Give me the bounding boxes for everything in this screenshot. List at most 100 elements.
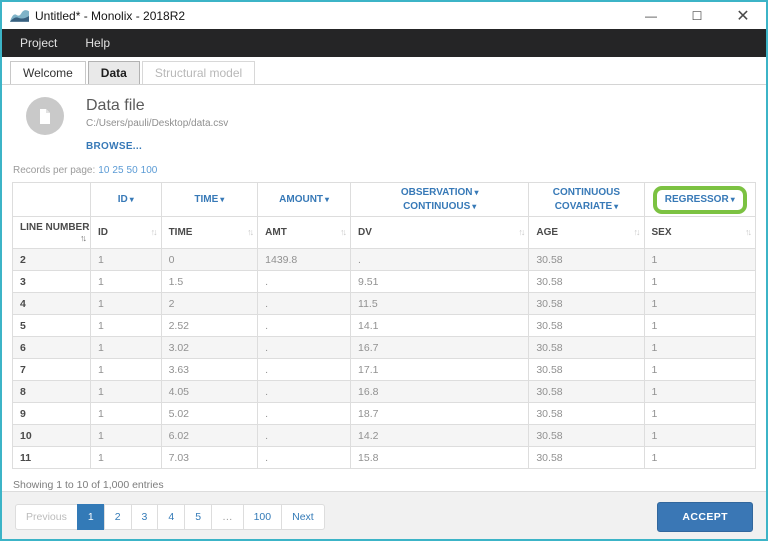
line-number-cell: 9 <box>12 402 91 425</box>
sort-icon[interactable]: ↑↓ <box>518 227 525 237</box>
page-button-100[interactable]: 100 <box>242 504 283 530</box>
page-button-5[interactable]: 5 <box>184 504 213 530</box>
line-number-cell: 3 <box>12 270 91 293</box>
menu-item-project[interactable]: Project <box>20 36 58 50</box>
records-option-10[interactable]: 10 <box>98 165 110 176</box>
table-cell: 16.8 <box>350 380 530 403</box>
type-dropdown-amount[interactable]: AMOUNT ▾ <box>260 193 348 207</box>
data-table: ID ▾ TIME ▾ AMOUNT ▾ OBSERVATION ▾ CONTINUOUS ▾ CO… <box>12 182 756 469</box>
page-button-3[interactable]: 3 <box>130 504 159 530</box>
column-header-line-number[interactable]: LINE NUMBER ↑↓ <box>12 216 91 249</box>
table-cell: 6.02 <box>160 424 259 447</box>
type-dropdown-id[interactable]: ID ▾ <box>93 193 159 207</box>
page-button-2[interactable]: 2 <box>103 504 132 530</box>
sort-icon[interactable]: ↑↓ <box>633 227 641 237</box>
chevron-down-icon: ▾ <box>325 194 330 204</box>
table-cell: 1 <box>90 402 162 425</box>
table-cell: . <box>257 446 352 469</box>
type-dropdown-label: REGRESSOR <box>664 193 729 205</box>
type-header-cell: TIME ▾ <box>160 182 259 217</box>
column-header-age[interactable]: AGE ↑↓ <box>528 216 645 249</box>
menu-item-help[interactable]: Help <box>85 36 111 50</box>
table-cell: 2.52 <box>160 314 259 337</box>
table-cell: 30.58 <box>528 314 645 337</box>
table-cell: 30.58 <box>528 292 645 315</box>
table-cell: 1 <box>90 314 162 337</box>
type-dropdown-continuous[interactable]: CONTINUOUS ▾ <box>353 200 526 214</box>
column-header-label: SEX <box>651 227 672 238</box>
tab-welcome[interactable]: Welcome <box>10 61 86 84</box>
column-header-sex[interactable]: SEX ↑↓ <box>643 216 756 249</box>
table-row: 8 1 4.05. 16.8 30.58 1 <box>12 380 756 403</box>
chevron-down-icon: ▾ <box>474 187 479 197</box>
table-cell: 3.63 <box>160 358 259 381</box>
type-header-cell <box>12 182 91 217</box>
tab-structural-model[interactable]: Structural model <box>141 61 256 84</box>
page-button-4[interactable]: 4 <box>157 504 186 530</box>
type-header-cell: CONTINUOUS COVARIATE ▾ <box>528 182 645 217</box>
table-cell: 1 <box>90 446 162 469</box>
column-header-id[interactable]: ID ↑↓ <box>90 216 162 249</box>
table-cell: 15.8 <box>350 446 530 469</box>
tab-data[interactable]: Data <box>87 61 140 84</box>
table-cell: 7.03 <box>160 446 259 469</box>
type-dropdown-continuous-covariate[interactable]: CONTINUOUS COVARIATE ▾ <box>531 186 641 214</box>
table-cell: 16.7 <box>350 336 530 359</box>
type-dropdown-label: CONTINUOUS COVARIATE <box>552 186 621 212</box>
column-header-amt[interactable]: AMT ↑↓ <box>257 216 352 249</box>
column-header-label: DV <box>358 227 372 238</box>
table-row: 3 1 1.5. 9.51 30.58 1 <box>12 270 756 293</box>
accept-button[interactable]: ACCEPT <box>657 502 753 532</box>
sort-icon[interactable]: ↑↓ <box>247 227 254 237</box>
table-row: 2 1 0 1439.8. 30.58 1 <box>12 248 756 271</box>
sort-icon[interactable]: ↑↓ <box>745 227 752 237</box>
table-cell: 30.58 <box>528 380 645 403</box>
records-option-50[interactable]: 50 <box>126 165 138 176</box>
column-header-time[interactable]: TIME ↑↓ <box>160 216 259 249</box>
window-controls: — ☐ ✕ <box>628 2 766 29</box>
footer-bar: Previous 1 2 3 4 5… 100 Next ACCEPT <box>2 491 766 539</box>
table-cell: 11.5 <box>350 292 530 315</box>
table-cell: 14.2 <box>350 424 530 447</box>
sort-icon[interactable]: ↑↓ <box>340 227 347 237</box>
sort-icon[interactable]: ↑↓ <box>80 233 87 243</box>
line-number-cell: 7 <box>12 358 91 381</box>
menu-bar: Project Help <box>2 29 766 57</box>
records-option-25[interactable]: 25 <box>112 165 124 176</box>
line-number-cell: 2 <box>12 248 91 271</box>
maximize-button[interactable]: ☐ <box>691 8 703 23</box>
file-path: C:/Users/pauli/Desktop/data.csv <box>86 118 229 129</box>
close-button[interactable]: ✕ <box>736 7 750 25</box>
page-button-previous[interactable]: Previous <box>15 504 78 530</box>
table-cell: 1 <box>643 358 756 381</box>
page-button-next[interactable]: Next <box>281 504 325 530</box>
column-header-dv[interactable]: DV ↑↓ <box>350 216 530 249</box>
table-cell: 18.7 <box>350 402 530 425</box>
regressor-highlight-box: REGRESSOR ▾ <box>652 185 747 214</box>
table-cell: 30.58 <box>528 446 645 469</box>
page-button-1[interactable]: 1 <box>76 504 105 530</box>
table-cell: 4.05 <box>160 380 259 403</box>
table-cell: 1 <box>643 248 756 271</box>
line-number-cell: 10 <box>12 424 91 447</box>
column-header-label: LINE NUMBER <box>20 222 90 233</box>
records-per-page-label: Records per page: <box>13 165 96 176</box>
records-option-100[interactable]: 100 <box>140 165 158 176</box>
table-cell: . <box>257 314 352 337</box>
records-per-page: Records per page: 10 25 50 100 <box>13 165 756 176</box>
table-row: 6 1 3.02. 16.7 30.58 1 <box>12 336 756 359</box>
minimize-button[interactable]: — <box>645 8 657 23</box>
type-dropdown-observation[interactable]: OBSERVATION ▾ <box>353 186 526 200</box>
type-dropdown-label: AMOUNT <box>279 193 324 205</box>
chevron-down-icon: ▾ <box>472 201 477 211</box>
table-cell: 1 <box>643 314 756 337</box>
table-cell: 2 <box>160 292 259 315</box>
table-cell: 1 <box>643 336 756 359</box>
table-cell: 30.58 <box>528 336 645 359</box>
browse-button[interactable]: BROWSE... <box>86 141 143 152</box>
table-cell: 3.02 <box>160 336 259 359</box>
type-dropdown-regressor[interactable]: REGRESSOR ▾ <box>665 193 735 207</box>
type-dropdown-time[interactable]: TIME ▾ <box>164 193 256 207</box>
sort-icon[interactable]: ↑↓ <box>150 227 158 237</box>
page-button-: … <box>211 504 244 530</box>
